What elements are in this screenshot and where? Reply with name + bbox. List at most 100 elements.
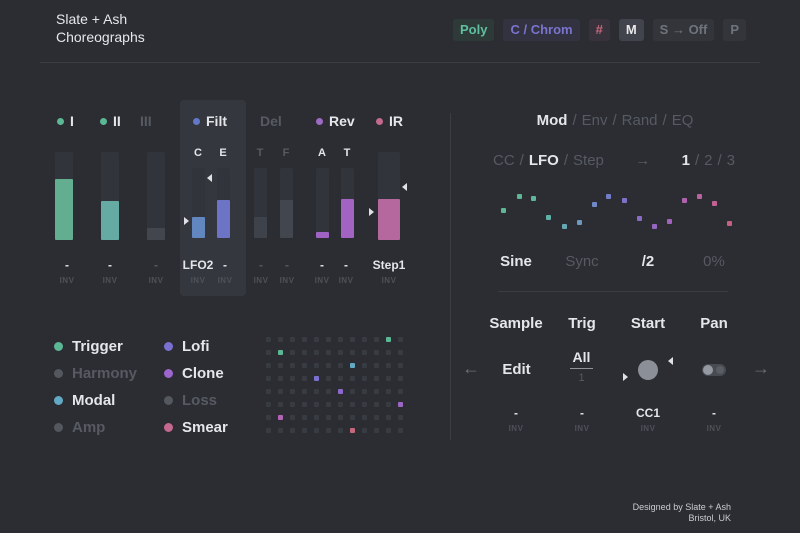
matrix-cell[interactable] (362, 389, 367, 394)
matrix-cell[interactable] (314, 428, 319, 433)
trig-count-value[interactable]: 1 (578, 372, 585, 384)
legend-item-smear[interactable]: Smear (164, 419, 228, 436)
matrix-cell[interactable] (398, 428, 403, 433)
matrix-cell[interactable] (278, 428, 283, 433)
mod-matrix[interactable] (266, 337, 403, 433)
matrix-cell[interactable] (266, 389, 271, 394)
matrix-cell[interactable] (266, 337, 271, 342)
matrix-cell[interactable] (302, 389, 307, 394)
mod-assign-value[interactable]: - (285, 258, 289, 272)
matrix-cell[interactable] (314, 389, 319, 394)
matrix-cell[interactable] (374, 376, 379, 381)
matrix-cell[interactable] (290, 376, 295, 381)
matrix-cell[interactable] (314, 363, 319, 368)
channel-tab-filt[interactable]: Filt (193, 113, 227, 129)
tab-rand[interactable]: Rand (621, 112, 658, 129)
mod-assign-value[interactable]: CC1 (635, 406, 660, 420)
mod-assign-value[interactable]: - (108, 258, 112, 272)
matrix-cell[interactable] (266, 428, 271, 433)
next-arrow-icon[interactable]: → (752, 358, 770, 378)
matrix-cell[interactable] (362, 428, 367, 433)
fader-ir[interactable] (378, 152, 400, 240)
matrix-cell[interactable] (398, 363, 403, 368)
matrix-cell[interactable] (338, 402, 343, 407)
matrix-cell[interactable] (278, 337, 283, 342)
matrix-cell[interactable] (338, 428, 343, 433)
channel-tab-ir[interactable]: IR (376, 113, 403, 129)
matrix-cell[interactable] (266, 350, 271, 355)
matrix-cell[interactable] (374, 428, 379, 433)
matrix-cell[interactable] (362, 363, 367, 368)
matrix-cell[interactable] (386, 428, 391, 433)
invert-toggle[interactable]: INV (279, 276, 295, 285)
matrix-cell[interactable] (386, 337, 391, 342)
sharp-button[interactable]: # (588, 19, 610, 41)
matrix-cell[interactable] (398, 337, 403, 342)
channel-tab-iii[interactable]: III (140, 113, 152, 129)
matrix-cell[interactable] (290, 402, 295, 407)
matrix-cell[interactable] (398, 389, 403, 394)
tab-lfo[interactable]: LFO (528, 152, 559, 169)
matrix-cell[interactable] (314, 350, 319, 355)
matrix-cell[interactable] (362, 402, 367, 407)
legend-item-trigger[interactable]: Trigger (54, 338, 123, 355)
fader-ch-i[interactable] (55, 152, 73, 240)
mod-assign-value[interactable]: Step1 (372, 258, 406, 272)
matrix-cell[interactable] (338, 337, 343, 342)
channel-tab-rev[interactable]: Rev (316, 113, 355, 129)
lfo-display[interactable] (480, 180, 740, 236)
channel-tab-del[interactable]: Del (260, 113, 282, 129)
solo-off-button[interactable]: S → Off (652, 19, 715, 41)
mod-assign-value[interactable]: - (65, 258, 69, 272)
matrix-cell[interactable] (314, 376, 319, 381)
invert-toggle[interactable]: INV (640, 424, 656, 433)
matrix-cell[interactable] (350, 415, 355, 420)
invert-toggle[interactable]: INV (148, 276, 164, 285)
legend-item-modal[interactable]: Modal (54, 392, 115, 409)
tab-step[interactable]: Step (573, 152, 604, 169)
matrix-cell[interactable] (314, 337, 319, 342)
matrix-cell[interactable] (302, 337, 307, 342)
matrix-cell[interactable] (350, 363, 355, 368)
matrix-cell[interactable] (374, 363, 379, 368)
invert-toggle[interactable]: INV (574, 424, 590, 433)
matrix-cell[interactable] (350, 337, 355, 342)
matrix-cell[interactable] (326, 402, 331, 407)
fader-filt-cutoff[interactable] (192, 168, 205, 238)
mod-assign-value[interactable]: - (712, 406, 716, 420)
fader-filt-env[interactable] (217, 168, 230, 238)
matrix-cell[interactable] (362, 350, 367, 355)
matrix-cell[interactable] (386, 376, 391, 381)
invert-toggle[interactable]: INV (381, 276, 397, 285)
matrix-cell[interactable] (278, 415, 283, 420)
legend-item-amp[interactable]: Amp (54, 419, 105, 436)
matrix-cell[interactable] (362, 415, 367, 420)
trig-mode-control[interactable]: All 1 (549, 349, 614, 384)
mute-button[interactable]: M (618, 19, 644, 41)
prev-arrow-icon[interactable]: ← (462, 358, 480, 378)
channel-tab-i[interactable]: I (57, 113, 74, 129)
fader-rev-amt[interactable] (316, 168, 329, 238)
matrix-cell[interactable] (350, 389, 355, 394)
matrix-cell[interactable] (338, 376, 343, 381)
invert-toggle[interactable]: INV (706, 424, 722, 433)
matrix-cell[interactable] (350, 376, 355, 381)
legend-item-clone[interactable]: Clone (164, 365, 224, 382)
matrix-cell[interactable] (290, 389, 295, 394)
matrix-cell[interactable] (386, 363, 391, 368)
start-knob[interactable] (638, 360, 658, 380)
tab-slot-3[interactable]: 3 (726, 152, 735, 169)
matrix-cell[interactable] (302, 402, 307, 407)
matrix-cell[interactable] (266, 376, 271, 381)
matrix-cell[interactable] (326, 428, 331, 433)
matrix-cell[interactable] (326, 389, 331, 394)
p-button[interactable]: P (723, 19, 747, 41)
matrix-cell[interactable] (350, 402, 355, 407)
matrix-cell[interactable] (362, 337, 367, 342)
matrix-cell[interactable] (278, 363, 283, 368)
matrix-cell[interactable] (290, 337, 295, 342)
matrix-cell[interactable] (326, 415, 331, 420)
matrix-cell[interactable] (386, 350, 391, 355)
invert-toggle[interactable]: INV (253, 276, 269, 285)
matrix-cell[interactable] (266, 402, 271, 407)
